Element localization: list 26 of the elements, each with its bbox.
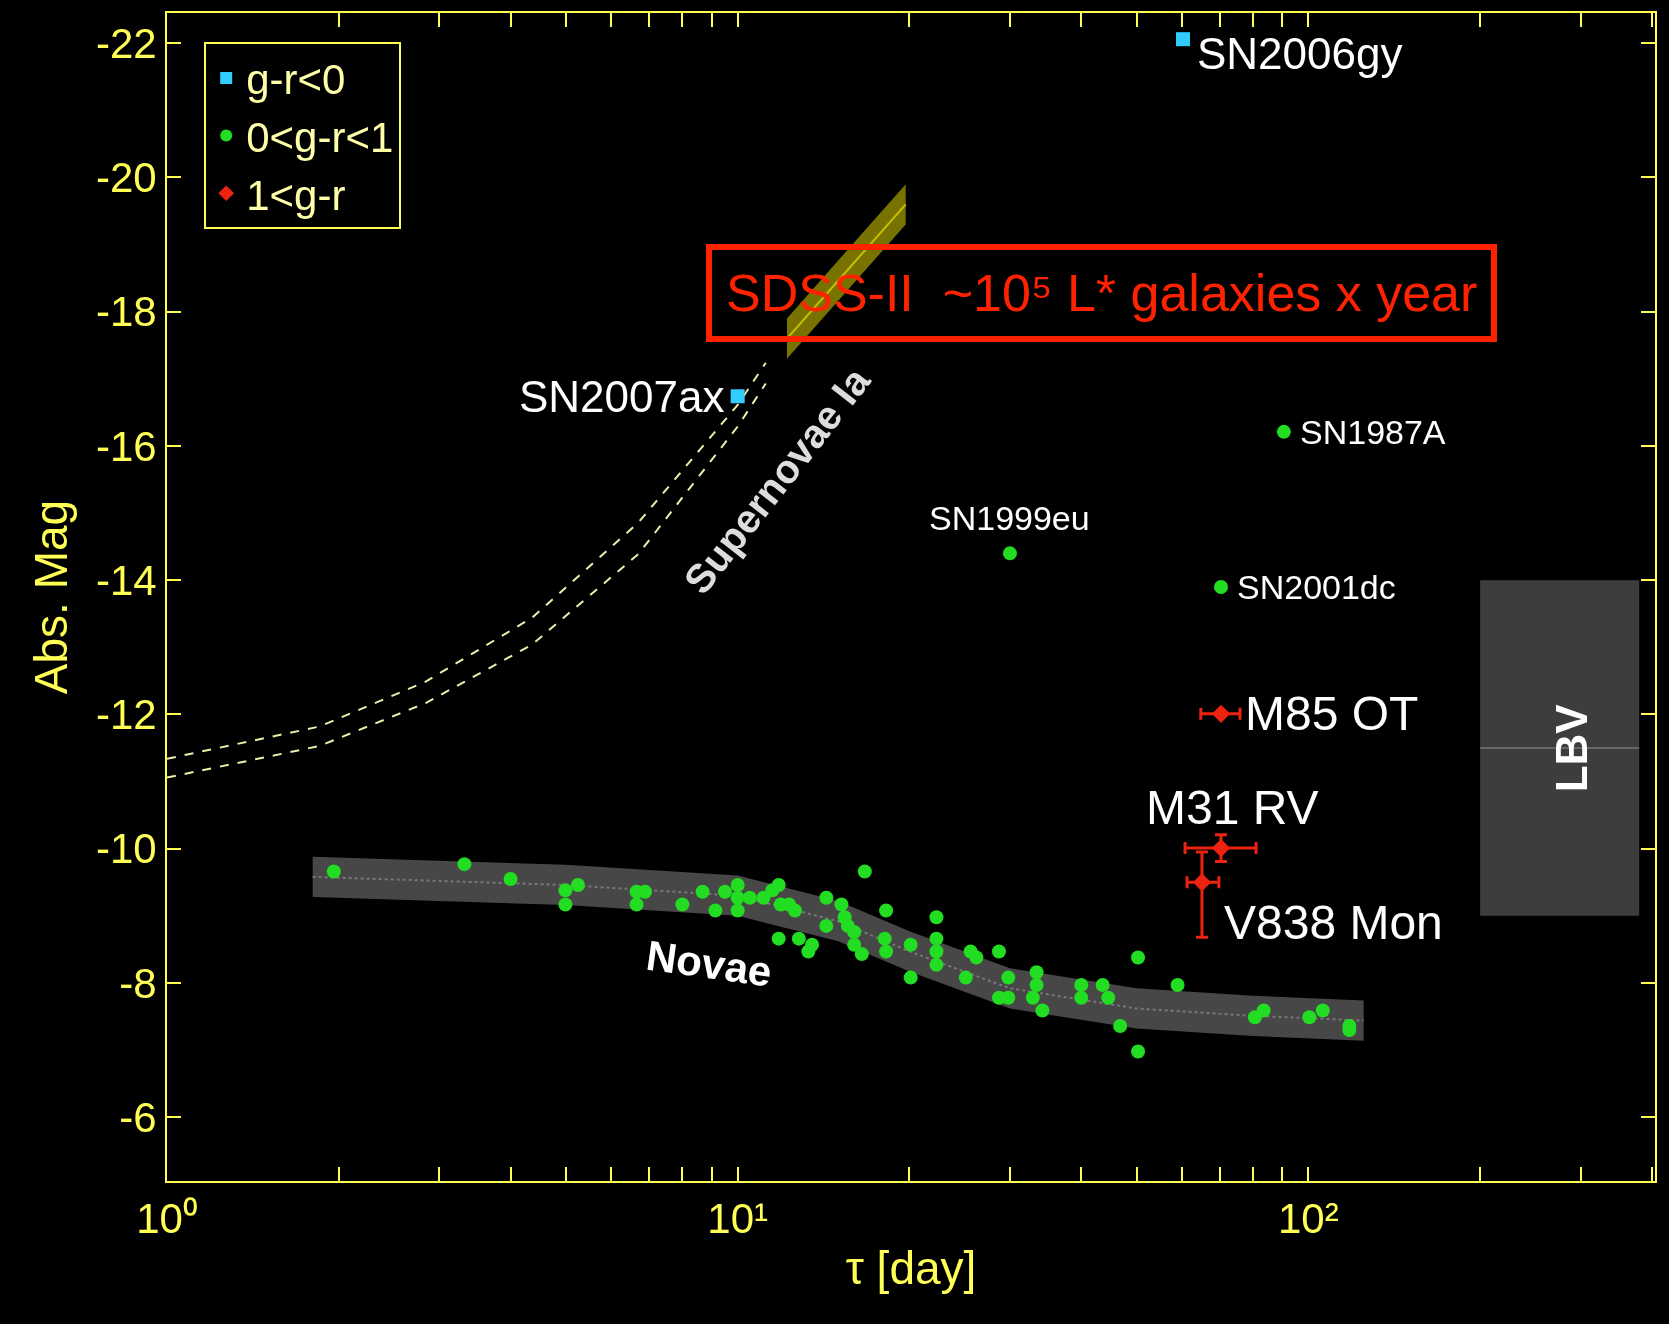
x-tick-label: 10⁰ bbox=[136, 1195, 198, 1243]
x-tick-label: 10² bbox=[1277, 1195, 1339, 1243]
y-tick-label: -16 bbox=[95, 422, 157, 470]
x-tick-label: 10¹ bbox=[707, 1195, 769, 1243]
y-tick-label: -18 bbox=[95, 288, 157, 336]
y-axis-title: Abs. Mag bbox=[24, 499, 77, 695]
legend-label: g-r<0 bbox=[246, 56, 346, 104]
y-tick-label: -22 bbox=[95, 19, 157, 67]
y-tick-label: -10 bbox=[95, 825, 157, 873]
y-tick-label: -20 bbox=[95, 154, 157, 202]
y-tick-label: -14 bbox=[95, 556, 157, 604]
annotation: SN2001dc bbox=[1237, 568, 1396, 606]
x-axis-title: τ [day] bbox=[845, 1241, 977, 1294]
annotation: Novae bbox=[643, 931, 775, 996]
y-tick-label: -6 bbox=[119, 1093, 157, 1141]
annotation: M31 RV bbox=[1146, 781, 1319, 834]
y-tick-label: -12 bbox=[95, 691, 157, 739]
annotation: SN1987A bbox=[1300, 413, 1446, 451]
legend-label: 1<g-r bbox=[246, 171, 346, 219]
annotation: M85 OT bbox=[1245, 687, 1419, 740]
annotation: SN1999eu bbox=[929, 499, 1090, 537]
annotation: V838 Mon bbox=[1224, 896, 1443, 949]
annotation: LBV bbox=[1547, 703, 1596, 793]
annotation: SN2006gy bbox=[1197, 29, 1403, 78]
y-tick-label: -8 bbox=[119, 959, 157, 1007]
legend-label: 0<g-r<1 bbox=[246, 113, 394, 161]
